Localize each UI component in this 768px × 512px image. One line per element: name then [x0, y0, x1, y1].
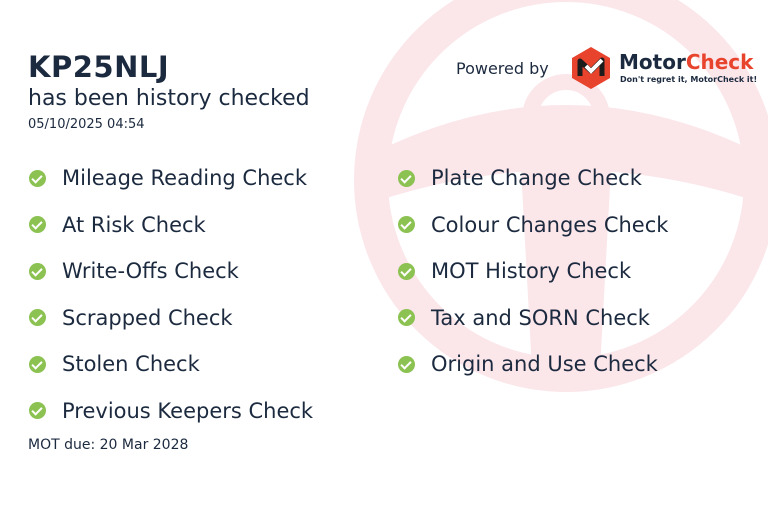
- mot-due: MOT due: 20 Mar 2028: [28, 437, 189, 453]
- check-item: Plate Change Check: [398, 155, 668, 202]
- brand-tagline: Don't regret it, MotorCheck it!: [620, 75, 758, 84]
- check-circle-icon: [398, 309, 415, 327]
- check-item: Scrapped Check: [29, 295, 313, 342]
- powered-by-label: Powered by: [456, 59, 549, 78]
- subtitle: has been history checked: [28, 86, 310, 111]
- check-circle-icon: [29, 169, 46, 187]
- check-item: Stolen Check: [29, 341, 313, 388]
- check-label: Write-Offs Check: [62, 259, 239, 284]
- check-label: Mileage Reading Check: [62, 166, 308, 191]
- check-datetime: 05/10/2025 04:54: [28, 117, 145, 132]
- check-label: Plate Change Check: [431, 166, 642, 191]
- check-circle-icon: [29, 309, 46, 327]
- brand-name: MotorCheck: [619, 50, 754, 74]
- check-label: At Risk Check: [62, 212, 206, 237]
- check-label: Stolen Check: [62, 352, 200, 377]
- plate-number: KP25NLJ: [28, 50, 170, 84]
- check-label: Origin and Use Check: [431, 352, 658, 377]
- check-circle-icon: [29, 216, 46, 234]
- check-label: MOT History Check: [431, 259, 632, 284]
- check-item: Write-Offs Check: [29, 248, 313, 295]
- check-circle-icon: [29, 355, 46, 373]
- check-label: Scrapped Check: [62, 305, 233, 330]
- check-label: Colour Changes Check: [431, 212, 669, 237]
- check-circle-icon: [29, 262, 46, 280]
- checks-left-column: Mileage Reading Check At Risk Check Write-…: [29, 155, 313, 434]
- check-label: Tax and SORN Check: [431, 305, 650, 330]
- check-circle-icon: [29, 402, 46, 420]
- check-item: Tax and SORN Check: [398, 295, 668, 342]
- check-item: Origin and Use Check: [398, 341, 668, 388]
- check-item: Mileage Reading Check: [29, 155, 313, 202]
- check-label: Previous Keepers Check: [62, 398, 314, 423]
- check-item: At Risk Check: [29, 202, 313, 249]
- check-item: Colour Changes Check: [398, 202, 668, 249]
- check-circle-icon: [398, 355, 415, 373]
- checks-right-column: Plate Change Check Colour Changes Check MO…: [398, 155, 668, 388]
- motorcheck-logo-icon: [572, 47, 610, 89]
- check-circle-icon: [398, 216, 415, 234]
- check-circle-icon: [398, 262, 415, 280]
- check-item: MOT History Check: [398, 248, 668, 295]
- check-item: Previous Keepers Check: [29, 388, 313, 435]
- check-circle-icon: [398, 169, 415, 187]
